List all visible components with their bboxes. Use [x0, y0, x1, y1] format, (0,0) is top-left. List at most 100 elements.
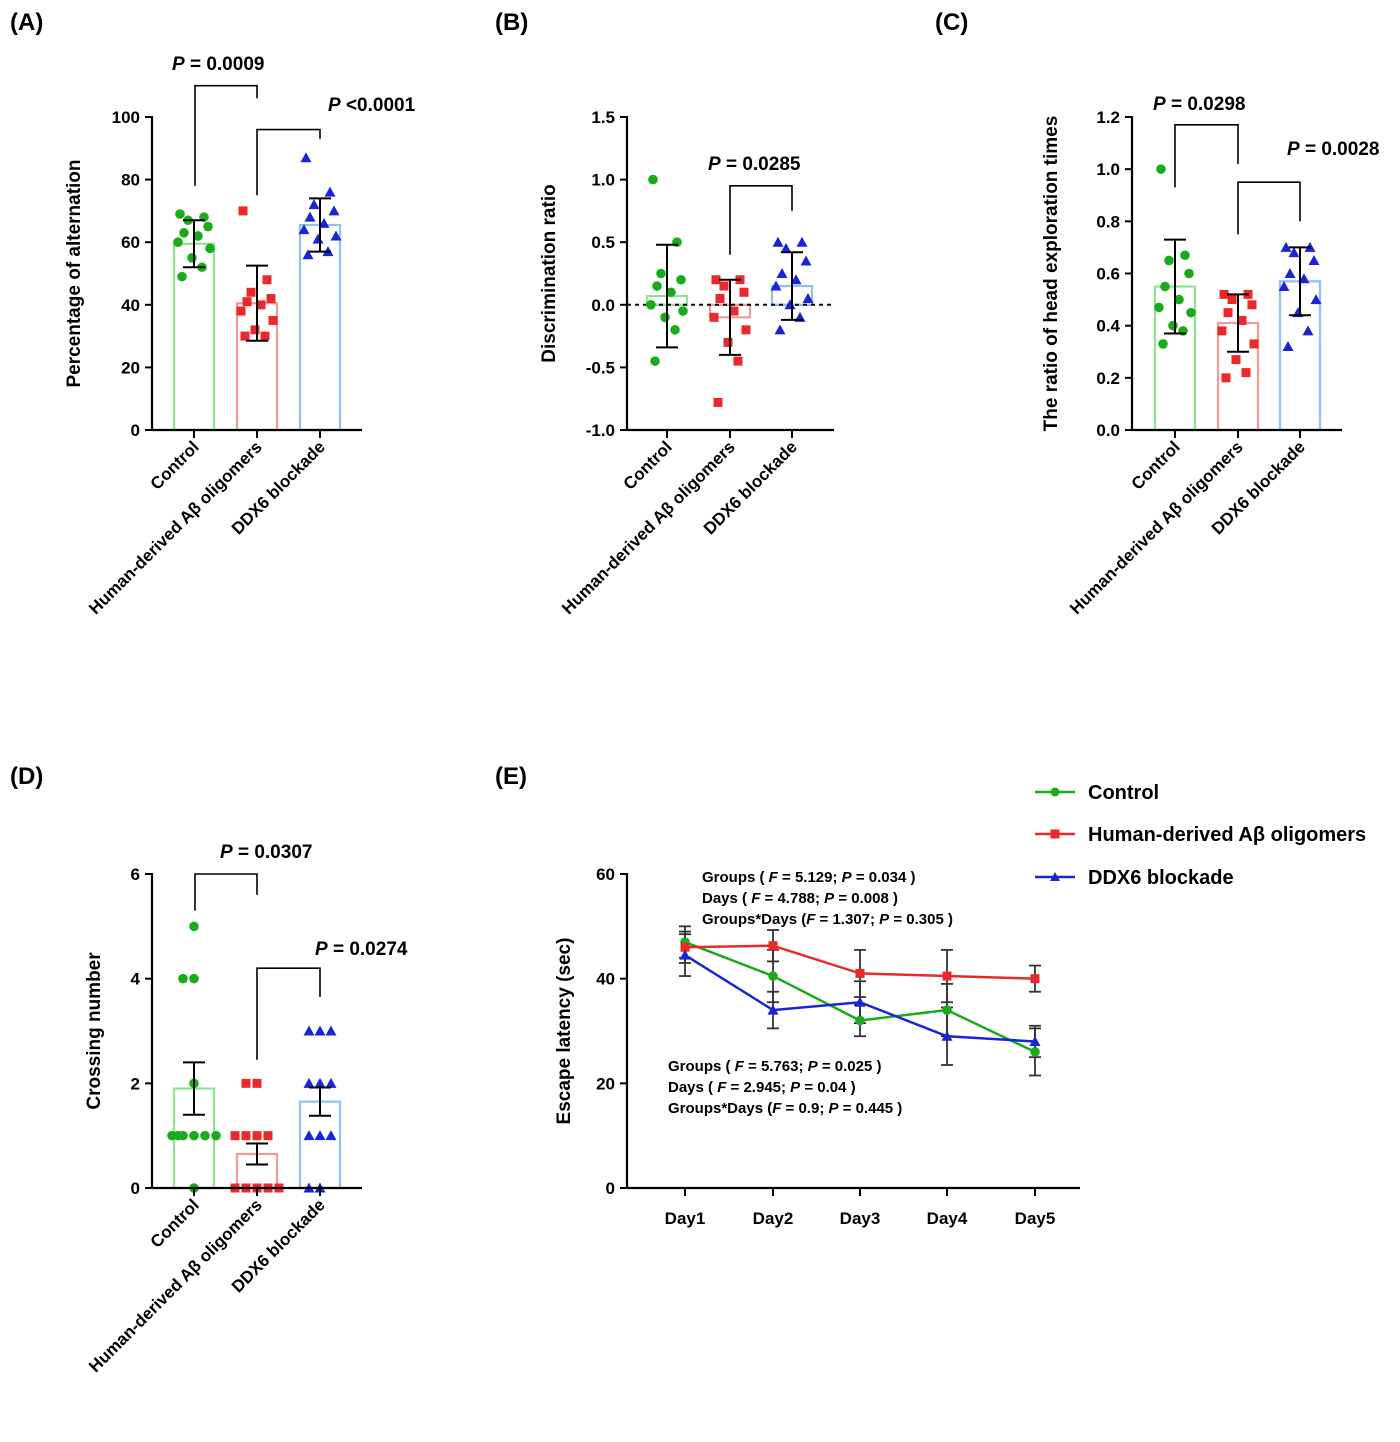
data-point-0-0 — [189, 921, 199, 932]
x-tick-label: Control — [620, 437, 676, 493]
data-point-2-7 — [330, 230, 342, 241]
data-point-1-8 — [723, 337, 733, 347]
data-point-2-6 — [1278, 281, 1290, 292]
stat-part: P — [879, 911, 890, 928]
data-point-1-4 — [263, 1131, 273, 1141]
stat-part: = 0.305 ) — [889, 911, 953, 928]
data-point-0-8 — [1168, 320, 1178, 331]
data-point-1-0 — [1219, 289, 1229, 299]
y-tick-label: 0 — [606, 1179, 615, 1198]
data-point-1-2 — [1227, 295, 1237, 305]
p-value-label-1: P = 0.0274 — [315, 939, 408, 960]
y-tick-label: 80 — [121, 171, 140, 190]
data-point-2-1 — [303, 1025, 315, 1036]
series-point-1-0 — [680, 942, 690, 952]
stats-bottom-line-1: Days ( F = 2.945; P = 0.04 ) — [668, 1079, 856, 1096]
data-point-1-4 — [1223, 308, 1233, 318]
y-tick-label: 0.5 — [591, 233, 615, 252]
data-point-0-4 — [1160, 281, 1170, 292]
data-point-0-6 — [1154, 302, 1164, 313]
data-point-2-3 — [328, 205, 340, 216]
data-point-0-2 — [656, 268, 666, 279]
data-point-0-3 — [203, 221, 213, 232]
data-point-0-4 — [189, 1130, 199, 1141]
stat-part: Groups*Days ( — [668, 1100, 772, 1117]
data-point-2-0 — [1280, 241, 1292, 252]
series-point-0-3 — [942, 1005, 952, 1015]
legend-abeta-marker — [1050, 829, 1060, 839]
data-point-1-3 — [739, 287, 749, 297]
panel-label: (A) — [10, 9, 43, 36]
series-point-2-4 — [1029, 1035, 1041, 1046]
x-tick-label: Day1 — [665, 1209, 706, 1228]
significance-bracket-1 — [256, 967, 321, 1060]
data-point-2-0 — [772, 236, 784, 247]
data-point-2-2 — [308, 199, 320, 210]
data-point-2-7 — [1310, 294, 1322, 305]
data-point-1-4 — [715, 294, 725, 304]
data-point-2-3 — [314, 1077, 326, 1088]
stat-part: F — [806, 911, 816, 928]
y-tick-label: 20 — [596, 1074, 615, 1093]
data-point-2-10 — [302, 249, 314, 260]
y-tick-label: 2 — [131, 1074, 140, 1093]
y-tick-label: 1.2 — [1096, 108, 1120, 127]
stat-part: P — [790, 1079, 801, 1096]
stat-part: = 5.763; — [744, 1058, 808, 1075]
p-letter: P — [1287, 139, 1300, 160]
data-point-0-1 — [189, 973, 199, 984]
x-tick-label: Control — [147, 1195, 203, 1251]
panel-4: (E) Escape latency (sec) Groups ( F = 5.12… — [495, 763, 1080, 1228]
significance-bracket-0 — [194, 84, 258, 186]
significance-bracket-0 — [1174, 124, 1239, 188]
y-tick-label: 40 — [121, 296, 140, 315]
y-tick-label: 1.0 — [591, 171, 615, 190]
p-letter: P — [328, 95, 341, 116]
data-point-0-0 — [175, 209, 185, 219]
stat-part: P — [842, 869, 853, 886]
data-point-1-8 — [1231, 355, 1241, 365]
data-point-2-6 — [770, 280, 782, 291]
data-point-1-9 — [733, 356, 743, 366]
y-axis-label: The ratio of head exploration times — [1041, 116, 1062, 432]
stat-part: = 5.129; — [778, 869, 842, 886]
y-tick-label: 0 — [131, 1179, 140, 1198]
data-point-1-3 — [241, 1131, 251, 1141]
p-letter: P — [708, 154, 721, 175]
data-point-0-5 — [193, 231, 203, 241]
data-point-0-5 — [666, 287, 676, 298]
y-tick-label: -0.5 — [586, 358, 615, 377]
p-letter: P — [1153, 94, 1166, 115]
data-point-0-8 — [211, 1130, 221, 1141]
stat-part: = 0.034 ) — [852, 869, 916, 886]
data-point-2-10 — [1282, 341, 1294, 352]
data-point-2-2 — [1288, 247, 1300, 258]
data-point-1-7 — [741, 325, 751, 335]
y-tick-label: 0 — [131, 421, 140, 440]
y-tick-label: 6 — [131, 865, 140, 884]
data-point-1-6 — [236, 306, 246, 316]
y-axis-label: Discrimination ratio — [539, 184, 560, 362]
stat-part: Groups*Days ( — [702, 911, 806, 928]
stat-part: = 1.307; — [815, 911, 879, 928]
series-point-2-2 — [854, 996, 866, 1007]
data-point-1-2 — [719, 281, 729, 291]
stat-part: = 0.9; — [781, 1100, 828, 1117]
data-point-1-7 — [268, 315, 278, 325]
data-point-0-6 — [200, 1130, 210, 1141]
data-point-1-10 — [240, 331, 250, 341]
legend: Control Human-derived Aβ oligomers DDX6 … — [1035, 782, 1366, 889]
data-point-0-8 — [187, 253, 197, 263]
stats-bottom-line-2: Groups*Days (F = 0.9; P = 0.445 ) — [668, 1100, 902, 1117]
p-rest: = 0.0028 — [1300, 139, 1380, 160]
significance-bracket-0 — [729, 185, 793, 255]
y-tick-label: 4 — [131, 970, 141, 989]
stat-part: = 0.025 ) — [818, 1058, 882, 1075]
x-tick-label: Control — [1128, 437, 1184, 493]
data-point-2-10 — [774, 324, 786, 335]
p-value-label-1: P <0.0001 — [328, 95, 416, 116]
y-tick-label: 60 — [121, 233, 140, 252]
stat-part: P — [808, 1058, 819, 1075]
data-point-0-3 — [676, 274, 686, 285]
